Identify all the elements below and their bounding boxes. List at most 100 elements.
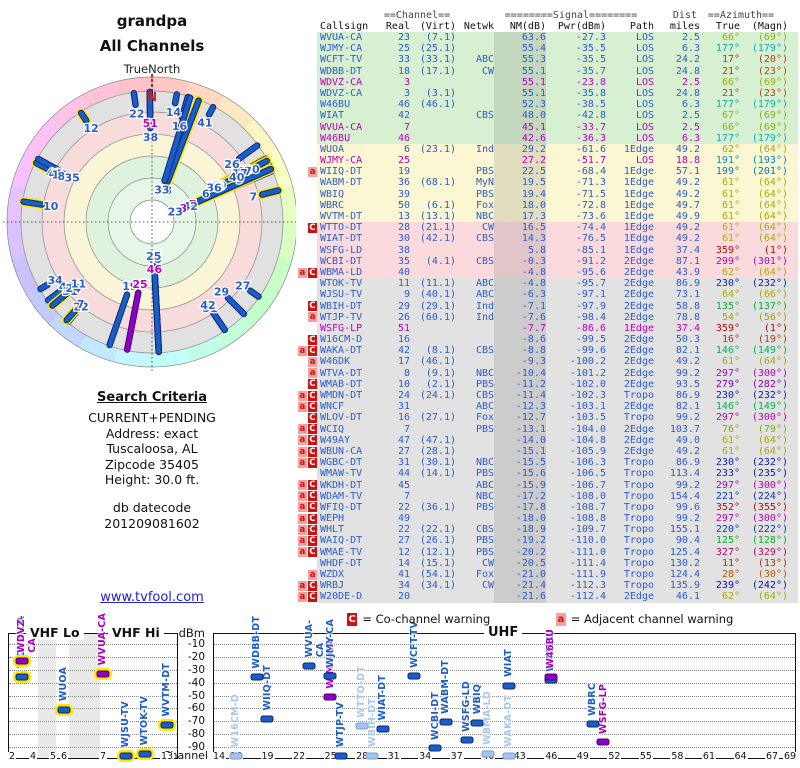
table-row: WVUA-CA 7 45.1 -33.7 LOS 2.5 66° (69°) (296, 121, 798, 133)
network-cell (456, 267, 494, 278)
distance-cell: 46.1 (675, 591, 700, 603)
power-dbm-cell: -35.7 (575, 65, 606, 77)
callsign-cell: WMDN-DT (320, 390, 363, 401)
row-band: WHLT 22 (22.1) CBS -18.9 -109.7 Tropo 155.1 220°… (317, 524, 798, 536)
virtual-channel-cell: (12.1) (419, 546, 456, 558)
path-cell: 2Edge (623, 378, 654, 390)
warning-badges (296, 99, 317, 111)
warning-badges: a (296, 356, 317, 368)
azimuth-true-cell: 61° (721, 233, 740, 245)
column-header-real: Real (385, 21, 410, 32)
tvfool-link[interactable]: www.tvfool.com (100, 590, 204, 605)
row-band: WHDF-DT 14 (15.1) CW -20.5 -111.4 Tropo 130.2 11… (317, 557, 798, 569)
table-row: C WTTO-DT 28 (21.1) CW 16.5 -74.4 1Edge 49.2 61° (… (296, 222, 798, 234)
channel-tick-label: 2 (7, 751, 17, 762)
channel-tick-label: 28 (355, 751, 370, 762)
warning-badges (296, 76, 317, 88)
channel-axis-title: Channel (162, 749, 208, 762)
signal-bar (323, 672, 337, 680)
virtual-channel-cell: (14.1) (419, 468, 456, 480)
row-band: WVTM-DT 13 (13.1) NBC 17.3 -73.6 1Edge 49.9 61° (… (317, 211, 798, 223)
row-band: W20DE-D 20 -21.6 -112.4 2Edge 46.1 62° (64°) (317, 591, 798, 603)
adjacent-warning-badge: a (308, 357, 317, 368)
warning-badges: a (296, 569, 317, 581)
real-channel-cell: 35 (397, 255, 410, 267)
adjacent-warning-badge: a (298, 457, 307, 468)
azimuth-magnetic-cell: (300°) (751, 412, 788, 424)
table-row: C WMAB-DT 10 (2.1) PBS -11.2 -102.0 2Edge 93.5 27… (296, 378, 798, 390)
warning-badges (296, 32, 317, 44)
network-cell (456, 513, 494, 524)
channel-tick-label: 46 (544, 751, 559, 762)
adjacent-legend-label: = Adjacent channel warning (570, 612, 734, 626)
radar-rim-segment (185, 335, 225, 363)
co-channel-warning-badge: C (307, 301, 317, 312)
warning-badges: C (296, 334, 317, 346)
nm-db-cell: 5.8 (494, 244, 546, 256)
nm-db-cell: -21.6 (494, 591, 546, 603)
distance-cell: 90.4 (675, 535, 700, 547)
power-dbm-cell: -101.2 (569, 367, 606, 379)
virtual-channel-cell: (47.1) (419, 434, 456, 446)
page-subtitle: All Channels (99, 37, 205, 55)
power-dbm-cell: -108.0 (569, 490, 606, 502)
azimuth-magnetic-cell: (232°) (751, 457, 788, 469)
nm-db-cell: -7.6 (494, 311, 546, 323)
channel-tick-label: 14 (211, 751, 227, 762)
adjacent-warning-badge: a (298, 547, 307, 558)
virtual-channel-cell: (27.1) (419, 412, 456, 424)
dbm-tick-label: -50 (187, 689, 205, 702)
column-header-callsign: Callsign (320, 21, 369, 32)
signal-bar (96, 670, 109, 678)
network-cell: Fox (475, 412, 494, 424)
azimuth-true-cell: 230° (715, 278, 740, 290)
power-dbm-cell: -104.8 (569, 434, 606, 446)
co-channel-legend: C = Co-channel warning (347, 612, 490, 626)
table-row: a C WDAM-TV 7 NBC -17.2 -108.0 Tropo 154.4 221° (2… (296, 490, 798, 502)
table-row: a WIIQ-DT 19 PBS 22.5 -68.4 1Edge 57.1 199° (201°… (296, 166, 798, 178)
azimuth-true-cell: 54° (721, 311, 740, 323)
network-cell (456, 43, 494, 54)
radar-channel-label: 36 (206, 182, 222, 195)
table-row: a C WCIQ 7 PBS -13.1 -104.0 2Edge 103.7 76° (79°) (296, 423, 798, 435)
criteria-line: Tuscaloosa, AL (106, 441, 198, 456)
adjacent-warning-badge: a (298, 524, 307, 535)
azimuth-magnetic-cell: (23°) (757, 65, 788, 77)
path-cell: Tropo (623, 557, 654, 569)
path-cell: LOS (635, 43, 654, 55)
radar-channel-label: 35 (64, 172, 79, 185)
azimuth-true-cell: 61° (721, 199, 740, 211)
path-cell: LOS (635, 155, 654, 167)
power-dbm-cell: -111.9 (569, 569, 606, 580)
nm-db-cell: 52.3 (494, 99, 546, 111)
path-cell: 2Edge (623, 255, 654, 267)
dbm-tick-label: -30 (187, 663, 205, 676)
co-channel-warning-badge: C (307, 334, 317, 345)
virtual-channel-cell (410, 110, 456, 121)
warning-badges: C (296, 222, 317, 234)
virtual-channel-cell: (7.1) (425, 32, 456, 43)
network-cell: ABC (475, 54, 494, 66)
co-channel-warning-badge: C (307, 513, 317, 524)
power-dbm-cell: -51.7 (575, 155, 606, 167)
table-row: WIAT 42 CBS 48.0 -42.8 LOS 2.5 67° (69°) (296, 110, 798, 122)
gridline (9, 682, 177, 684)
radar-bar (45, 289, 62, 303)
db-datecode-block: db datecode 201209081602 (0, 500, 304, 531)
radar-channel-label: 25 (146, 250, 161, 263)
network-cell (456, 245, 494, 256)
path-cell: LOS (635, 32, 654, 43)
adjacent-warning-badge: a (298, 580, 307, 591)
co-channel-warning-badge: C (307, 424, 317, 435)
signal-bar (502, 752, 516, 759)
real-channel-cell: 25 (397, 155, 410, 167)
real-channel-cell: 27 (397, 535, 410, 547)
power-dbm-cell: -72.8 (575, 199, 606, 211)
dbm-tick-label: -90 (187, 741, 205, 753)
adjacent-warning-badge: a (298, 390, 307, 401)
network-cell (456, 77, 494, 88)
radar-rim-segment (152, 77, 190, 96)
azimuth-magnetic-cell: (137°) (751, 300, 788, 312)
